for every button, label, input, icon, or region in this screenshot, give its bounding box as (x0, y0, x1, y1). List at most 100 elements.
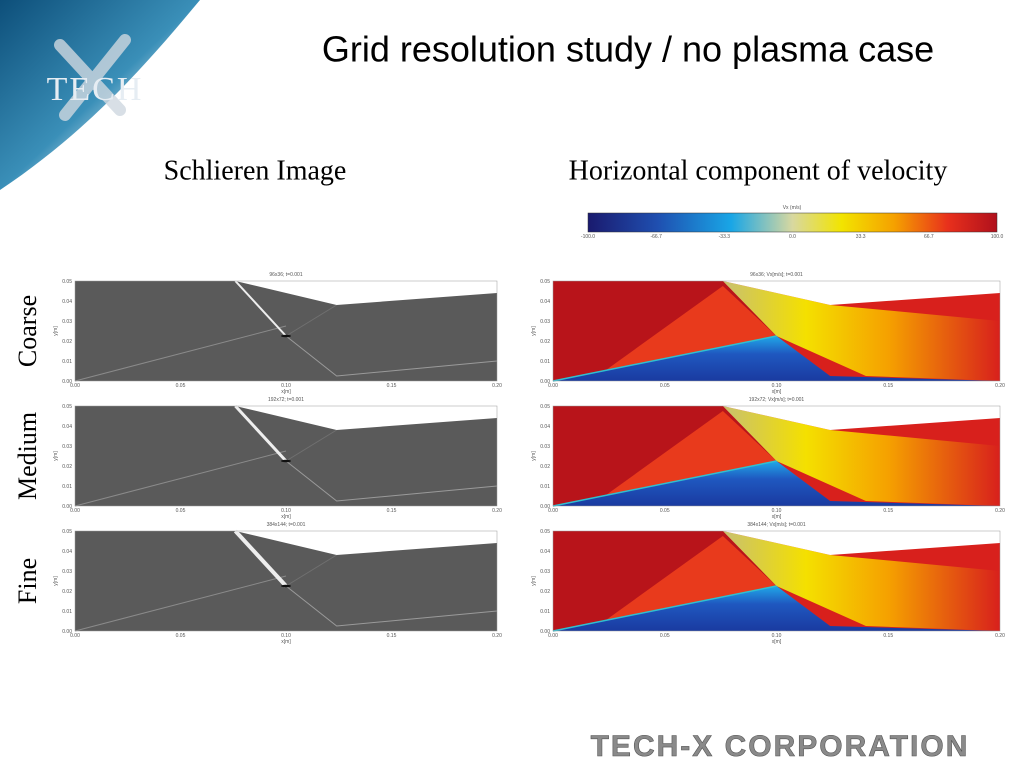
colorbar-tick: 0.0 (789, 234, 796, 240)
x-tick-label: 0.05 (660, 383, 670, 389)
y-tick-label: 0.02 (540, 339, 550, 345)
x-axis-label: x[m] (281, 639, 291, 645)
x-tick-label: 0.05 (176, 633, 186, 639)
x-tick-label: 0.00 (548, 508, 558, 514)
x-tick-label: 0.10 (281, 383, 291, 389)
logo-x (54, 34, 131, 121)
shock (235, 281, 286, 336)
y-tick-label: 0.00 (62, 629, 72, 635)
y-axis-label: y[m] (53, 576, 59, 586)
y-tick-label: 0.03 (62, 444, 72, 450)
colorbar-label: Vx (m/s) (783, 205, 802, 211)
x-tick-label: 0.05 (176, 508, 186, 514)
column-heading: Horizontal component of velocity (569, 155, 948, 186)
x-axis-label: x[m] (772, 514, 782, 520)
footer-logo: TECH-X CORPORATION (591, 730, 970, 763)
plot-frame (552, 405, 1001, 507)
region (553, 461, 1000, 506)
plot: 384x144; Vx[m/s]; t=0.001 0.00 0.05 0.10 0.1… (531, 522, 1005, 645)
x-tick-label: 0.20 (492, 633, 502, 639)
shock (75, 451, 286, 506)
x-tick-label: 0.10 (772, 508, 782, 514)
x-tick-label: 0.00 (548, 633, 558, 639)
y-axis-label: y[m] (531, 451, 537, 461)
plot-title: 96x36; Vx[m/s]; t=0.001 (750, 272, 803, 278)
plot-frame (74, 530, 498, 632)
y-tick-label: 0.02 (540, 464, 550, 470)
shock (286, 305, 337, 336)
y-tick-label: 0.00 (540, 379, 550, 385)
plot-title: 192x72; t=0.001 (268, 397, 304, 403)
region (597, 411, 777, 501)
plot-image (75, 531, 497, 631)
y-tick-label: 0.01 (540, 609, 550, 615)
ramp-cutout (722, 531, 1000, 555)
plot-title: 96x36; t=0.001 (269, 272, 302, 278)
plot-frame (552, 530, 1001, 632)
shock (75, 326, 286, 381)
y-tick-label: 0.01 (540, 359, 550, 365)
plot-image (75, 406, 497, 506)
x-tick-label: 0.10 (772, 633, 782, 639)
y-tick-label: 0.03 (62, 319, 72, 325)
plot: 384x144; t=0.001 0.00 0.05 0.10 0.15 0.20 0.00… (53, 522, 502, 645)
y-tick-label: 0.04 (540, 549, 550, 555)
y-tick-label: 0.05 (540, 529, 550, 535)
colorbar-tick: -100.0 (581, 234, 595, 240)
y-tick-label: 0.04 (62, 424, 72, 430)
ramp-cutout (235, 281, 497, 305)
plot-image (553, 406, 1000, 506)
region (722, 531, 1000, 631)
x-axis-label: x[m] (281, 514, 291, 520)
x-tick-label: 0.20 (492, 508, 502, 514)
region (597, 536, 777, 626)
slide-title: Grid resolution study / no plasma case (322, 29, 934, 70)
y-tick-label: 0.02 (62, 464, 72, 470)
x-tick-label: 0.20 (492, 383, 502, 389)
plot-frame (74, 405, 498, 507)
plot-title: 384x144; t=0.001 (267, 522, 306, 528)
x-tick-label: 0.00 (548, 383, 558, 389)
plot-image (553, 281, 1000, 381)
y-tick-label: 0.03 (62, 569, 72, 575)
y-tick-label: 0.03 (540, 319, 550, 325)
y-tick-label: 0.02 (540, 589, 550, 595)
logo-text: TECH (47, 71, 144, 108)
shock (75, 576, 286, 631)
y-tick-label: 0.01 (540, 484, 550, 490)
x-tick-label: 0.15 (387, 508, 397, 514)
y-tick-label: 0.05 (62, 404, 72, 410)
shear (553, 336, 777, 381)
shear (553, 461, 777, 506)
shock (286, 461, 497, 501)
x-tick-label: 0.00 (70, 383, 80, 389)
x-tick-label: 0.20 (995, 633, 1005, 639)
colorbar-tick: 66.7 (924, 234, 934, 240)
y-tick-label: 0.00 (62, 379, 72, 385)
colorbar (587, 212, 998, 233)
shock (286, 555, 337, 586)
y-tick-label: 0.04 (540, 299, 550, 305)
region (722, 406, 1000, 506)
y-tick-label: 0.01 (62, 484, 72, 490)
ramp-cutout (722, 406, 1000, 430)
region (722, 281, 1000, 381)
shock (235, 406, 286, 461)
vortex (280, 584, 292, 588)
y-tick-label: 0.05 (62, 279, 72, 285)
y-axis-label: y[m] (53, 326, 59, 336)
y-axis-label: y[m] (531, 576, 537, 586)
region (597, 286, 777, 376)
region (553, 336, 1000, 381)
x-axis-label: x[m] (772, 639, 782, 645)
x-axis-label: x[m] (281, 389, 291, 395)
x-tick-label: 0.00 (70, 508, 80, 514)
vortex (280, 459, 292, 463)
y-tick-label: 0.04 (62, 299, 72, 305)
y-tick-label: 0.00 (540, 504, 550, 510)
plot: 96x36; t=0.001 0.00 0.05 0.10 0.15 0.20 0.00 0.… (53, 272, 502, 395)
y-tick-label: 0.04 (540, 424, 550, 430)
plot: 192x72; t=0.001 0.00 0.05 0.10 0.15 0.20 0.00 0… (53, 397, 502, 520)
colorbar-tick: 100.0 (991, 234, 1004, 240)
